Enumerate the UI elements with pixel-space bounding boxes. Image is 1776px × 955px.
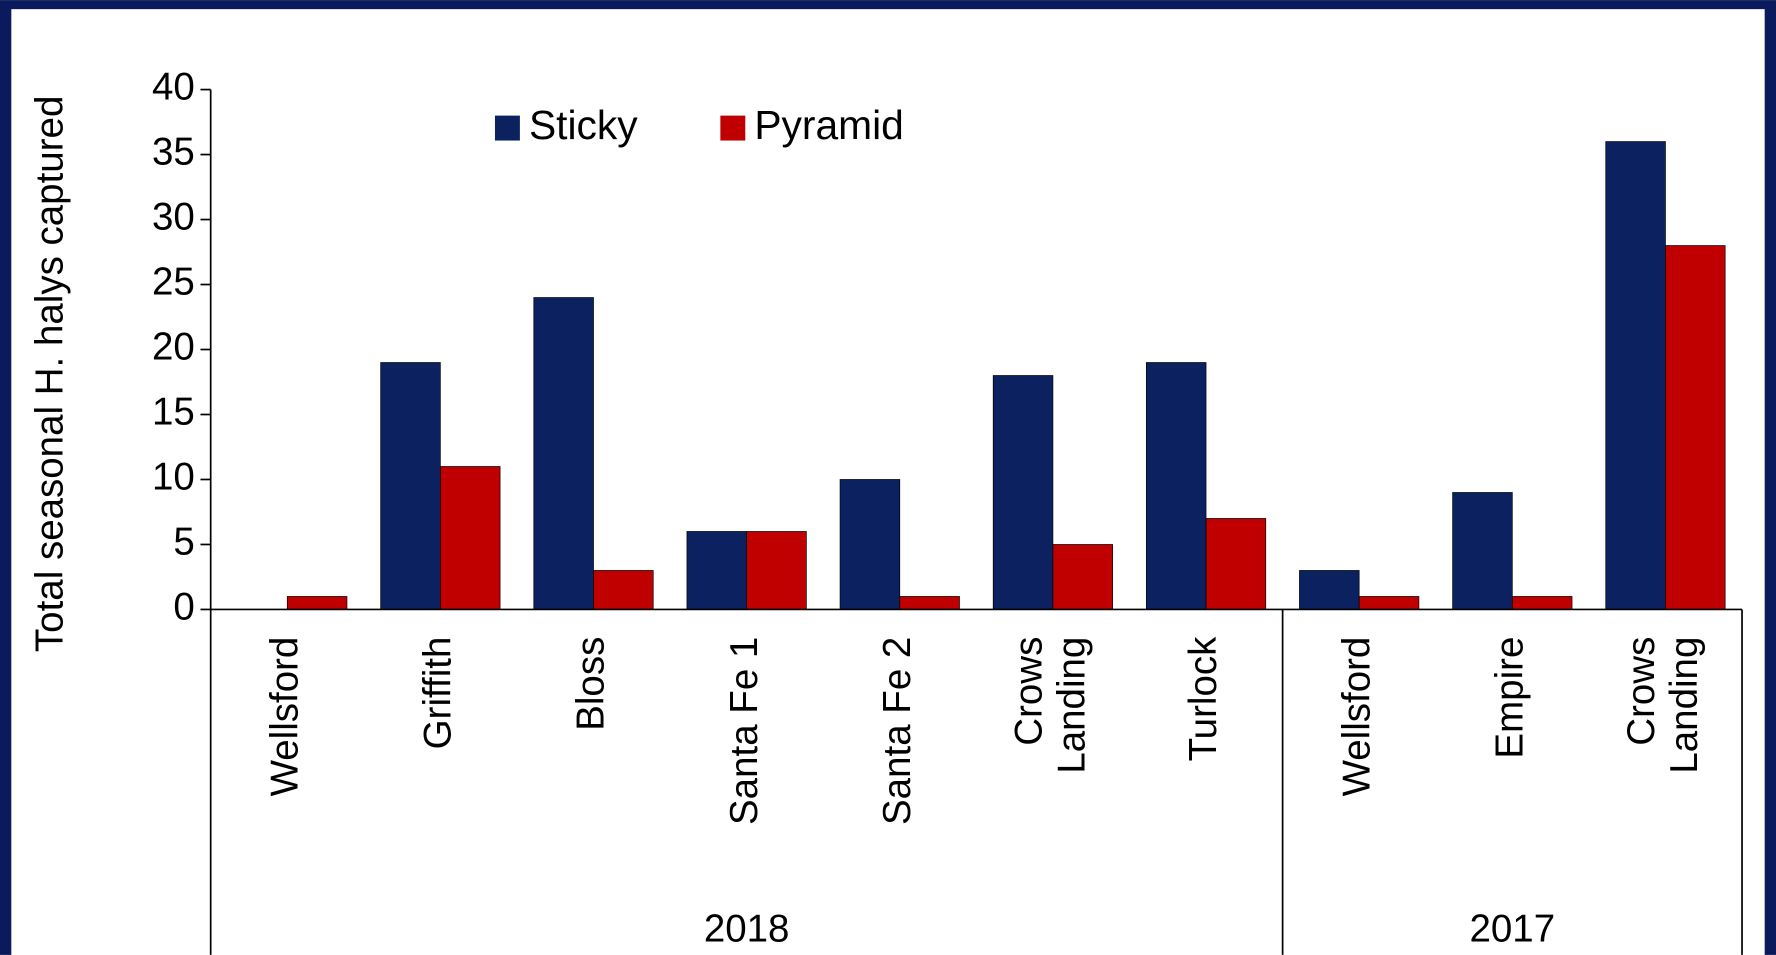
- legend-swatch: [494, 115, 520, 141]
- group-label: 2018: [704, 907, 790, 950]
- x-tick-label-line: Landing: [1051, 637, 1094, 774]
- bar: [839, 479, 901, 610]
- bar: [1052, 544, 1113, 610]
- group-label: 2017: [1469, 907, 1555, 950]
- bar: [1605, 141, 1666, 610]
- bar: [1299, 570, 1360, 610]
- y-tick-label: 0: [173, 586, 194, 629]
- bar: [533, 297, 594, 610]
- x-tick-label: Santa Fe 1: [723, 637, 766, 825]
- legend-label: Pyramid: [754, 102, 904, 148]
- bar: [440, 466, 501, 610]
- bar: [1452, 492, 1513, 610]
- legend-swatch: [720, 115, 746, 141]
- y-tick-label: 5: [173, 521, 194, 564]
- x-tick-label: Wellsford: [1335, 637, 1378, 797]
- x-tick-label: Griffith: [417, 637, 460, 750]
- bar: [686, 531, 747, 610]
- x-tick-label: Empire: [1488, 637, 1531, 759]
- bar: [1511, 596, 1573, 610]
- y-tick-label: 10: [152, 456, 195, 499]
- bar: [593, 570, 654, 610]
- x-tick-label-line: Crows: [1008, 637, 1051, 746]
- x-tick-label-line: Landing: [1663, 637, 1706, 774]
- bar: [1358, 596, 1420, 610]
- bar: [992, 375, 1054, 610]
- y-tick-label: 20: [152, 326, 195, 369]
- bar: [1205, 518, 1267, 610]
- x-tick-label: Wellsford: [263, 637, 306, 797]
- y-tick-label: 30: [152, 196, 195, 239]
- x-tick-label: CrowsLanding: [1008, 637, 1094, 774]
- bar: [286, 596, 348, 610]
- bar: [1145, 362, 1207, 610]
- y-tick-label: 35: [152, 131, 195, 174]
- bar: [1665, 245, 1726, 610]
- x-tick-label: Bloss: [570, 637, 613, 731]
- y-tick-label: 25: [152, 261, 195, 304]
- y-tick-label: 40: [152, 66, 195, 109]
- bar: [380, 362, 441, 610]
- y-tick-label: 15: [152, 391, 195, 434]
- bar: [899, 596, 960, 610]
- legend-label: Sticky: [529, 102, 638, 148]
- y-axis-title: Total seasonal H. halys captured: [28, 96, 71, 652]
- x-tick-label: CrowsLanding: [1620, 637, 1706, 774]
- bar: [746, 531, 807, 610]
- x-tick-label-line: Crows: [1620, 637, 1663, 746]
- x-tick-label: Turlock: [1182, 636, 1225, 762]
- x-tick-label: Santa Fe 2: [876, 637, 919, 825]
